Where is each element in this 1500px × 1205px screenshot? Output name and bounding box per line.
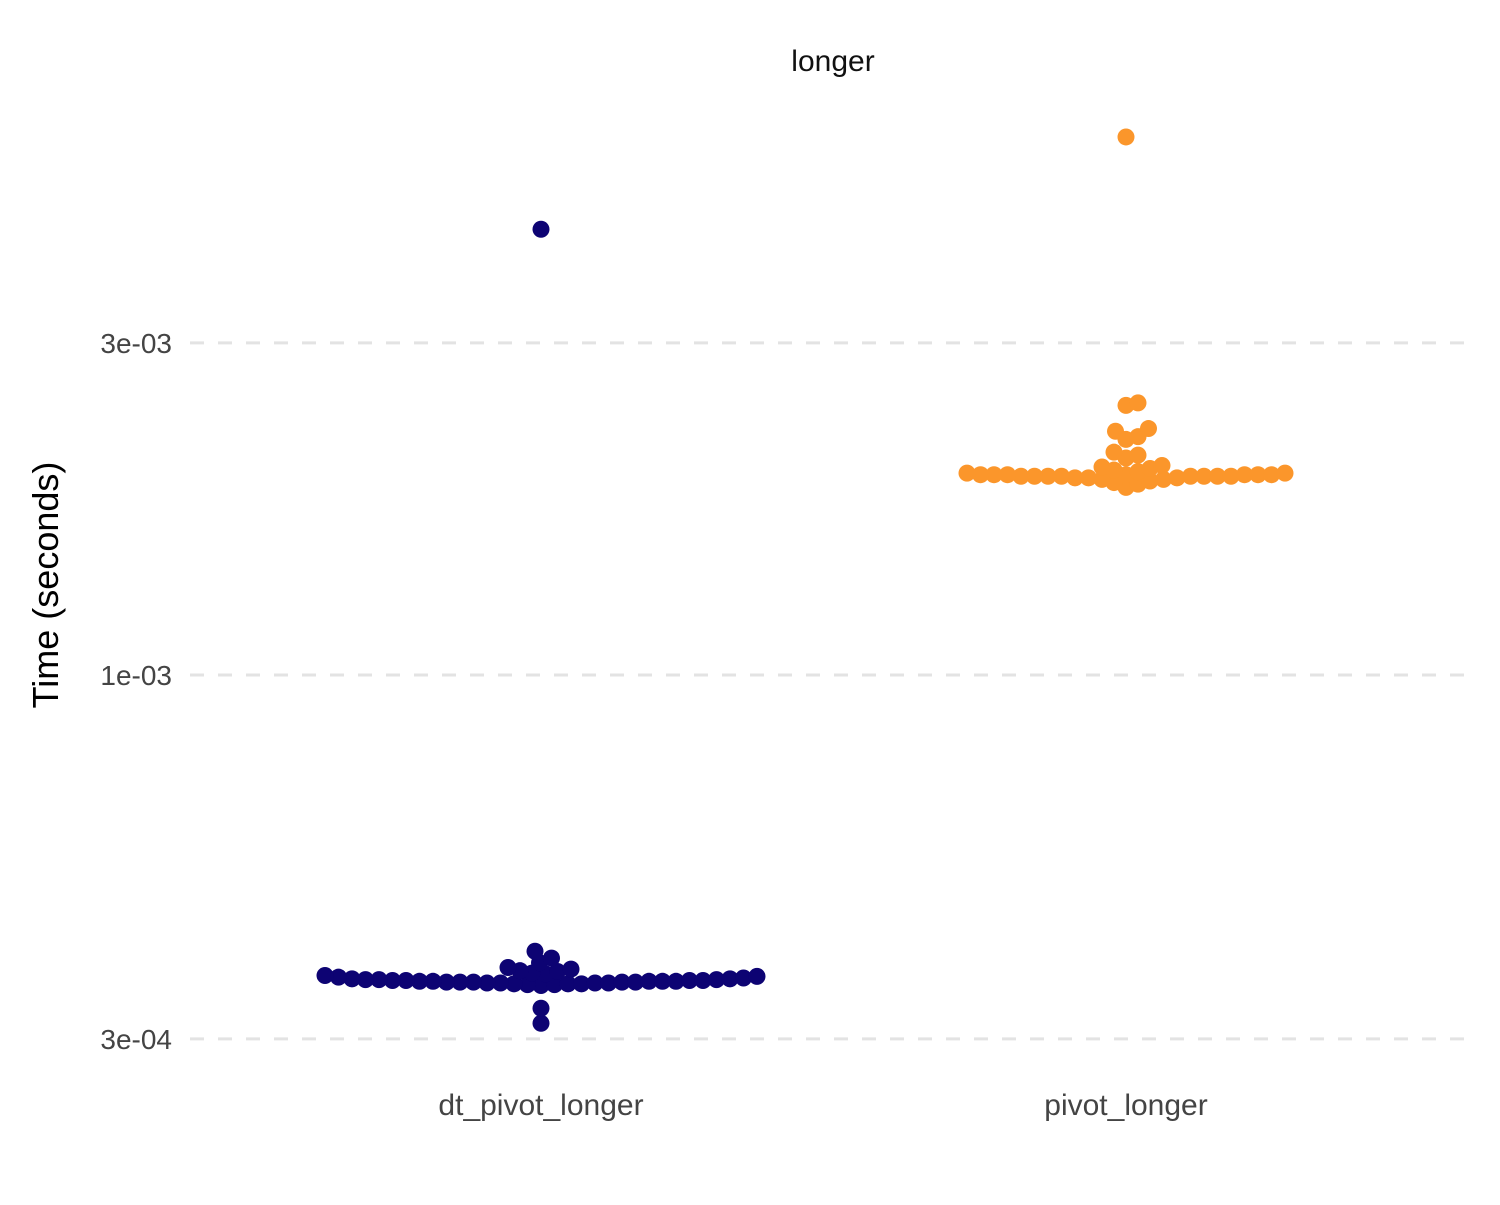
data-point-dt_pivot_longer — [613, 973, 631, 991]
data-point-dt_pivot_longer — [316, 967, 334, 985]
data-point-pivot_longer — [1053, 467, 1070, 485]
y-tick-label: 1e-03 — [100, 660, 172, 691]
data-point-pivot_longer — [1153, 456, 1171, 474]
data-point-dt_pivot_longer — [654, 972, 671, 990]
data-point-dt_pivot_longer — [549, 962, 566, 980]
data-point-dt_pivot_longer — [600, 974, 617, 992]
data-point-dt_pivot_longer — [499, 958, 517, 976]
data-point-pivot_longer — [1182, 467, 1199, 485]
data-point-dt_pivot_longer — [708, 971, 725, 989]
data-point-pivot_longer — [1012, 467, 1030, 485]
data-point-dt_pivot_longer — [681, 971, 698, 989]
data-point-dt_pivot_longer — [505, 975, 523, 993]
data-point-pivot_longer — [972, 466, 989, 484]
data-point-dt_pivot_longer — [627, 973, 644, 991]
data-point-pivot_longer — [1249, 466, 1267, 484]
data-point-dt_pivot_longer — [451, 973, 469, 991]
data-point-pivot_longer — [1155, 470, 1172, 488]
data-point-pivot_longer — [1039, 467, 1057, 485]
data-point-dt_pivot_longer — [543, 949, 560, 967]
data-point-dt_pivot_longer — [343, 970, 361, 988]
data-point-pivot_longer — [1222, 467, 1240, 485]
x-tick-label: pivot_longer — [1044, 1089, 1207, 1122]
data-point-pivot_longer — [1129, 446, 1147, 464]
data-point-dt_pivot_longer — [357, 971, 374, 989]
data-point-dt_pivot_longer — [532, 1014, 550, 1032]
data-point-pivot_longer — [985, 466, 1003, 484]
data-point-dt_pivot_longer — [532, 220, 550, 238]
data-point-pivot_longer — [1276, 464, 1294, 482]
data-point-pivot_longer — [1129, 394, 1147, 412]
data-point-dt_pivot_longer — [640, 972, 658, 990]
y-tick-label: 3e-03 — [100, 328, 172, 359]
data-point-dt_pivot_longer — [370, 971, 388, 989]
data-point-pivot_longer — [1209, 467, 1226, 485]
data-point-pivot_longer — [1117, 128, 1135, 146]
data-point-pivot_longer — [958, 464, 976, 482]
data-point-dt_pivot_longer — [424, 972, 442, 990]
data-point-pivot_longer — [1195, 467, 1213, 485]
data-point-dt_pivot_longer — [562, 960, 580, 978]
data-point-pivot_longer — [1093, 470, 1111, 488]
data-point-pivot_longer — [1105, 443, 1123, 461]
data-point-dt_pivot_longer — [492, 974, 509, 992]
data-point-dt_pivot_longer — [532, 999, 550, 1017]
data-point-dt_pivot_longer — [478, 974, 496, 992]
y-tick-label: 3e-04 — [100, 1024, 172, 1055]
data-point-pivot_longer — [1107, 422, 1124, 440]
data-point-pivot_longer — [1026, 467, 1043, 485]
data-point-dt_pivot_longer — [573, 975, 590, 993]
data-point-dt_pivot_longer — [586, 974, 604, 992]
data-point-dt_pivot_longer — [465, 973, 482, 991]
data-point-pivot_longer — [1140, 420, 1157, 438]
y-axis-label: Time (seconds) — [25, 462, 66, 709]
data-point-dt_pivot_longer — [438, 973, 455, 991]
data-point-pivot_longer — [1093, 458, 1111, 476]
x-tick-label: dt_pivot_longer — [438, 1089, 643, 1122]
data-point-pivot_longer — [1141, 472, 1159, 490]
data-point-pivot_longer — [1080, 469, 1097, 487]
data-point-dt_pivot_longer — [559, 975, 577, 993]
data-point-pivot_longer — [1066, 469, 1084, 487]
data-point-pivot_longer — [1168, 469, 1186, 487]
data-point-dt_pivot_longer — [330, 968, 347, 986]
chart-title: longer — [791, 45, 874, 78]
data-point-pivot_longer — [1263, 466, 1280, 484]
data-point-dt_pivot_longer — [411, 972, 428, 990]
data-point-dt_pivot_longer — [384, 971, 401, 989]
data-point-dt_pivot_longer — [735, 969, 752, 987]
data-point-dt_pivot_longer — [397, 971, 415, 989]
data-point-dt_pivot_longer — [721, 970, 739, 988]
data-point-dt_pivot_longer — [748, 967, 766, 985]
data-point-dt_pivot_longer — [694, 971, 712, 989]
data-point-dt_pivot_longer — [667, 972, 685, 990]
data-point-pivot_longer — [999, 466, 1016, 484]
data-point-dt_pivot_longer — [526, 942, 544, 960]
data-point-pivot_longer — [1236, 466, 1253, 484]
